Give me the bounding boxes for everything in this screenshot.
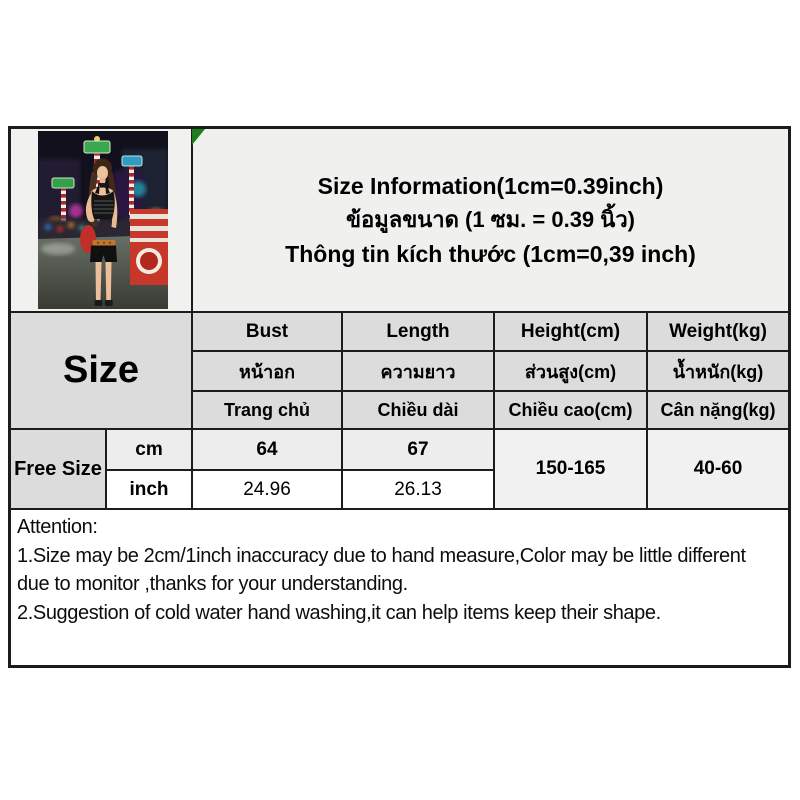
model-figure <box>80 158 118 306</box>
height-range-value: 150-165 <box>495 430 648 510</box>
unit-label-cm: cm <box>107 430 193 471</box>
header-weight-th: น้ำหนัก(kg) <box>648 352 788 392</box>
header-height-en: Height(cm) <box>495 313 648 352</box>
attention-note-1: 1.Size may be 2cm/1inch inaccuracy due t… <box>17 544 746 596</box>
size-info-title-vi: Thông tin kích thước (1cm=0,39 inch) <box>285 241 696 267</box>
bust-value-inch: 24.96 <box>193 471 343 510</box>
size-info-title-th: ข้อมูลขนาด (1 ซม. = 0.39 นิ้ว) <box>345 207 635 232</box>
length-value-cm: 67 <box>343 430 495 471</box>
product-photo-cell <box>11 129 193 313</box>
header-length-th: ความยาว <box>343 352 495 392</box>
attention-heading: Attention: <box>17 516 98 538</box>
bust-value-cm: 64 <box>193 430 343 471</box>
size-corner-label: Size <box>11 313 193 430</box>
header-height-th: ส่วนสูง(cm) <box>495 352 648 392</box>
attention-note-2: 2.Suggestion of cold water hand washing,… <box>17 601 661 624</box>
size-info-title-block: Size Information(1cm=0.39inch) ข้อมูลขนา… <box>193 129 788 313</box>
header-height-vi: Chiều cao(cm) <box>495 392 648 430</box>
header-weight-vi: Cân nặng(kg) <box>648 392 788 430</box>
size-info-title-en: Size Information(1cm=0.39inch) <box>317 173 664 199</box>
weight-range-value: 40-60 <box>648 430 788 510</box>
header-bust-vi: Trang chủ <box>193 392 343 430</box>
product-photo <box>38 131 168 309</box>
header-bust-en: Bust <box>193 313 343 352</box>
unit-label-inch: inch <box>107 471 193 510</box>
size-chart-panel: Size Information(1cm=0.39inch) ข้อมูลขนา… <box>8 126 791 668</box>
header-length-en: Length <box>343 313 495 352</box>
header-weight-en: Weight(kg) <box>648 313 788 352</box>
length-value-inch: 26.13 <box>343 471 495 510</box>
attention-notes: Attention: 1.Size may be 2cm/1inch inacc… <box>11 510 788 665</box>
row-label-free-size: Free Size <box>11 430 107 510</box>
header-length-vi: Chiều dài <box>343 392 495 430</box>
header-bust-th: หน้าอก <box>193 352 343 392</box>
street-barrier <box>130 209 168 285</box>
